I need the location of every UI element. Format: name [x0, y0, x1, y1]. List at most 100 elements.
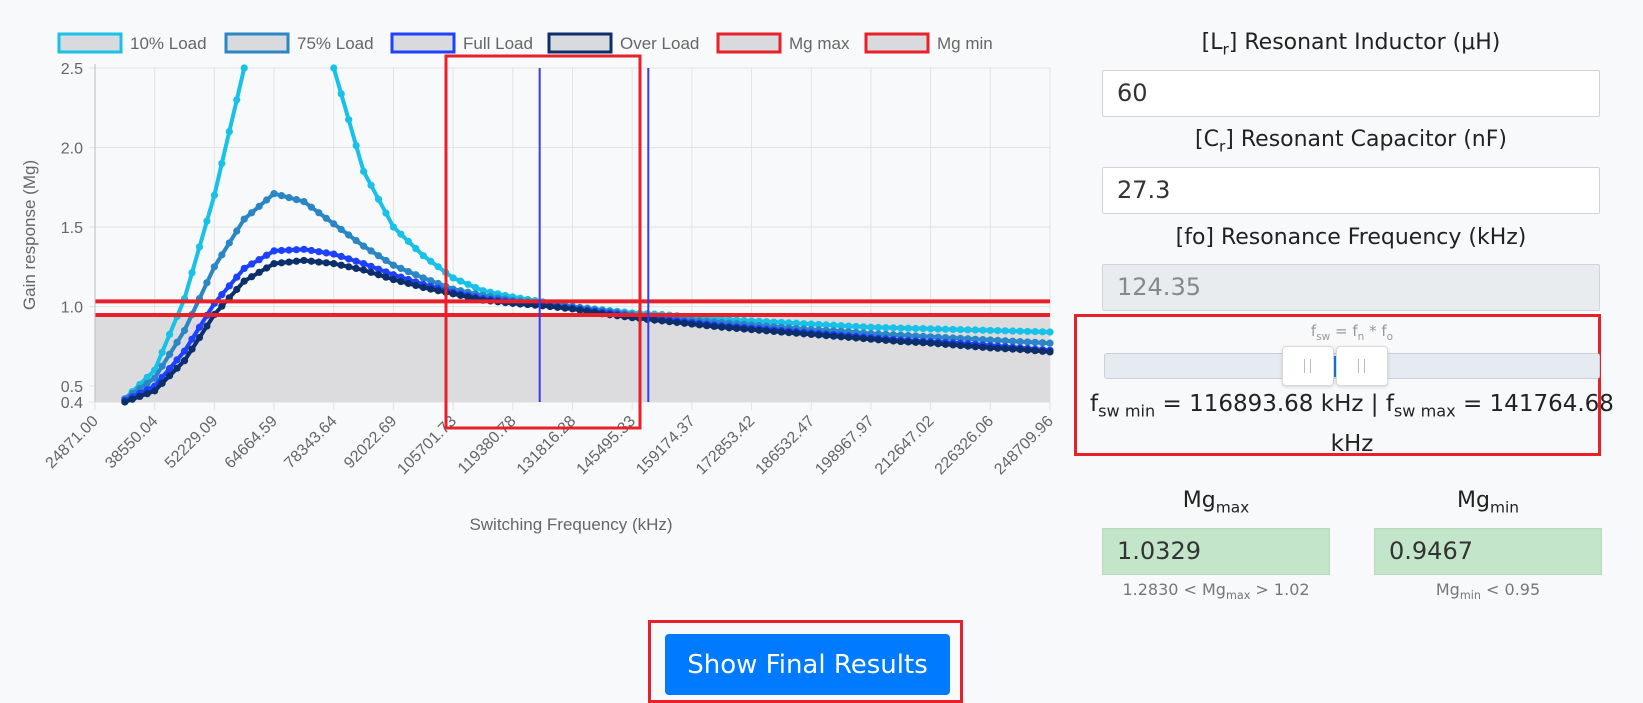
series-point	[1046, 348, 1054, 356]
series-point	[822, 321, 830, 329]
series-point	[994, 336, 1002, 344]
series-point	[315, 248, 323, 256]
mgmax-hint: 1.2830 < Mgmax > 1.02	[1122, 580, 1310, 603]
series-point	[710, 322, 718, 331]
series-point	[531, 301, 539, 309]
series-point	[1046, 339, 1054, 347]
x-tick-label: 226326.06	[932, 413, 998, 479]
series-point	[307, 246, 315, 255]
legend-label: 75% Load	[297, 34, 374, 53]
series-point	[747, 326, 756, 334]
series-point	[874, 336, 882, 344]
legend-label: 10% Load	[130, 34, 207, 53]
series-point	[882, 336, 890, 344]
series-point	[359, 167, 368, 175]
series-point	[673, 318, 681, 327]
lr-label: [Lr] Resonant Inductor (μH)	[1201, 30, 1501, 59]
series-point	[427, 257, 435, 265]
x-tick-label: 131816.28	[514, 413, 580, 479]
series-point	[852, 322, 860, 331]
series-point	[352, 141, 360, 150]
series-point	[307, 257, 315, 265]
series-point	[195, 333, 204, 342]
series-point	[658, 317, 666, 325]
series-point	[576, 306, 584, 314]
cr-input[interactable]: 27.3	[1102, 167, 1600, 214]
series-point	[1046, 328, 1054, 336]
series-point	[255, 256, 263, 264]
series-point	[188, 335, 196, 343]
series-point	[345, 263, 353, 271]
series-point	[941, 340, 950, 348]
series-point	[397, 264, 405, 272]
series-point	[367, 247, 375, 255]
series-point	[292, 246, 301, 254]
series-point	[680, 319, 689, 327]
series-point	[352, 264, 360, 272]
series-point	[270, 190, 278, 198]
series-point	[225, 239, 233, 247]
series-point	[382, 256, 390, 265]
series-point	[412, 281, 420, 290]
fo-input: 124.35	[1102, 264, 1600, 311]
series-point	[330, 220, 338, 228]
series-point	[158, 379, 166, 387]
x-tick-label: 78343.64	[281, 413, 340, 472]
x-tick-label: 186532.47	[753, 413, 819, 479]
series-point	[1001, 345, 1009, 353]
series-point	[359, 266, 368, 274]
series-point	[248, 260, 256, 268]
series-point	[337, 252, 345, 261]
series-point	[859, 323, 868, 331]
series-point	[568, 305, 577, 313]
series-point	[300, 245, 308, 253]
series-point	[762, 327, 771, 335]
series-point	[859, 334, 868, 343]
legend-swatch	[716, 32, 782, 54]
series-point	[897, 337, 905, 346]
series-point	[322, 259, 330, 267]
series-point	[830, 321, 838, 329]
series-point	[345, 116, 353, 124]
series-point	[449, 274, 457, 282]
x-tick-label: 92022.69	[341, 413, 400, 472]
series-point	[964, 326, 972, 334]
lr-input[interactable]: 60	[1102, 70, 1600, 117]
series-point	[792, 329, 800, 337]
series-point	[449, 290, 457, 298]
series-point	[203, 322, 211, 330]
mgmin-label: Mgmin	[1457, 488, 1519, 517]
x-tick-label: 198967.97	[812, 413, 878, 479]
series-point	[233, 285, 241, 294]
series-point	[180, 347, 189, 355]
y-tick-label: 1.0	[61, 300, 83, 317]
legend-label: Mg min	[937, 34, 993, 53]
series-point	[800, 330, 808, 338]
series-point	[986, 336, 994, 344]
show-final-results-button[interactable]: Show Final Results	[665, 634, 950, 695]
series-point	[248, 209, 256, 217]
series-point	[128, 395, 136, 403]
series-point	[322, 249, 330, 257]
fsw-range-slider-fill	[1332, 356, 1339, 377]
series-point	[800, 320, 808, 328]
series-point	[1001, 327, 1009, 335]
series-point	[382, 273, 390, 281]
series-point	[837, 333, 845, 341]
series-point	[949, 341, 957, 349]
series-point	[807, 330, 815, 339]
x-tick-label: 24871.00	[43, 413, 102, 472]
cr-label: [Cr] Resonant Capacitor (nF)	[1195, 127, 1507, 156]
series-point	[1024, 346, 1032, 354]
y-tick-label: 0.4	[61, 395, 83, 412]
x-tick-label: 38550.04	[102, 413, 161, 472]
fsw-min-handle[interactable]	[1282, 346, 1334, 386]
series-point	[374, 265, 383, 273]
legend-label: Over Load	[620, 34, 699, 53]
series-point	[166, 372, 174, 380]
series-point	[830, 332, 838, 340]
series-point	[374, 271, 383, 279]
series-point	[979, 335, 987, 344]
series-point	[703, 322, 711, 330]
fsw-max-handle[interactable]	[1336, 346, 1388, 386]
